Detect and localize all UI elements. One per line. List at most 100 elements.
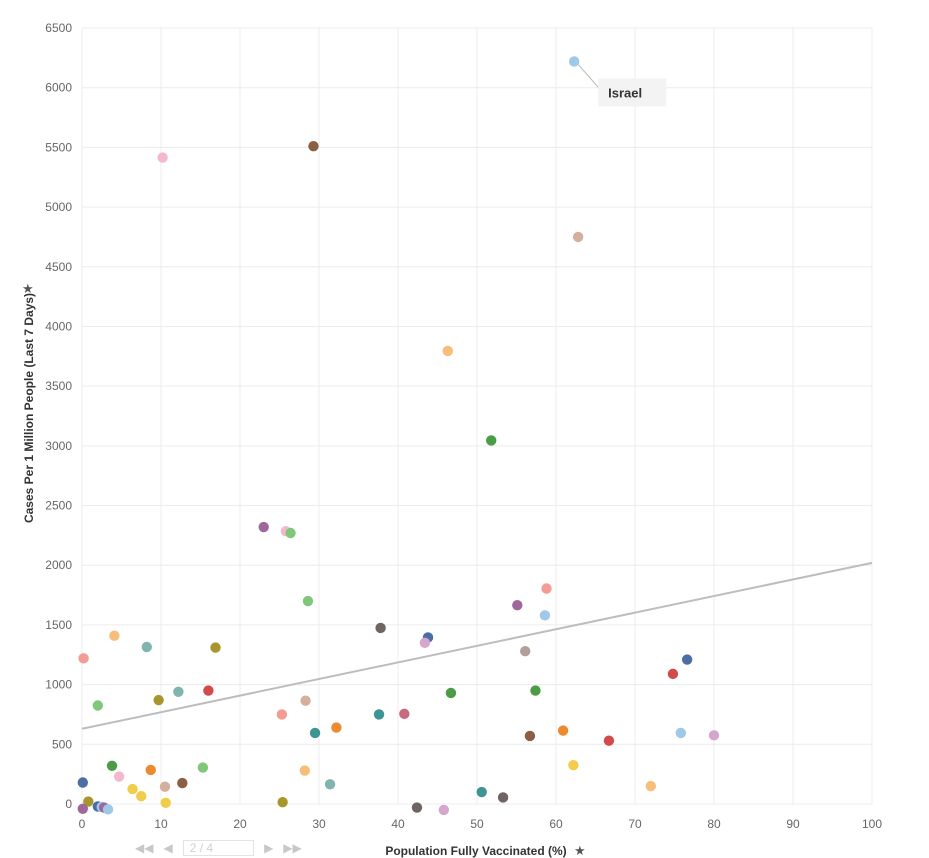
- data-point[interactable]: [568, 760, 579, 771]
- y-axis-title: Cases Per 1 Million People (Last 7 Days): [22, 293, 36, 523]
- data-point[interactable]: [159, 781, 171, 792]
- data-point[interactable]: [572, 231, 584, 243]
- next-page-icon[interactable]: ▶: [264, 841, 274, 855]
- data-point[interactable]: [419, 637, 431, 649]
- y-tick-label: 500: [52, 737, 72, 751]
- data-point[interactable]: [299, 765, 310, 776]
- annotation-box: [598, 78, 667, 107]
- data-point[interactable]: [160, 797, 171, 809]
- x-tick-label: 40: [391, 817, 405, 831]
- x-tick-label: 0: [79, 817, 86, 831]
- data-point[interactable]: [530, 685, 541, 696]
- data-point[interactable]: [324, 779, 336, 790]
- data-point[interactable]: [309, 727, 321, 739]
- data-point[interactable]: [708, 730, 720, 741]
- data-point[interactable]: [603, 735, 615, 746]
- data-point[interactable]: [675, 727, 687, 739]
- data-point[interactable]: [681, 654, 693, 665]
- x-tick-label: 20: [233, 817, 247, 831]
- data-point[interactable]: [476, 786, 487, 798]
- data-point[interactable]: [106, 760, 118, 771]
- data-point[interactable]: [285, 527, 296, 539]
- data-point[interactable]: [77, 803, 88, 814]
- x-tick-label: 10: [154, 817, 168, 831]
- prev-page-icon[interactable]: ◀: [163, 841, 173, 855]
- x-tick-label: 50: [470, 817, 484, 831]
- data-point[interactable]: [173, 686, 184, 697]
- page-indicator[interactable]: 2 / 4: [182, 840, 255, 856]
- y-tick-label: 1500: [45, 618, 72, 632]
- y-tick-label: 5000: [45, 200, 72, 214]
- data-point[interactable]: [127, 783, 138, 795]
- data-point[interactable]: [109, 630, 120, 641]
- data-point[interactable]: [667, 668, 679, 680]
- x-axis-title: Population Fully Vaccinated (%): [385, 844, 566, 858]
- data-point[interactable]: [203, 685, 214, 696]
- data-point[interactable]: [258, 521, 269, 533]
- data-point[interactable]: [153, 694, 164, 706]
- data-point[interactable]: [113, 771, 125, 782]
- data-point[interactable]: [302, 595, 314, 607]
- data-point[interactable]: [141, 641, 152, 653]
- data-point[interactable]: [300, 695, 311, 706]
- trendline: [81, 561, 873, 730]
- y-tick-label: 6500: [45, 21, 72, 35]
- x-tick-label: 80: [707, 817, 721, 831]
- data-point[interactable]: [541, 583, 552, 594]
- data-point[interactable]: [411, 802, 423, 813]
- data-point[interactable]: [445, 687, 457, 699]
- data-point[interactable]: [145, 764, 156, 776]
- x-tick-label: 100: [862, 817, 882, 831]
- y-tick-label: 4000: [45, 319, 72, 333]
- data-point[interactable]: [157, 152, 168, 163]
- data-point[interactable]: [177, 777, 188, 789]
- data-point[interactable]: [102, 804, 114, 815]
- y-tick-label: 5500: [45, 140, 72, 154]
- x-tick-label: 30: [312, 817, 326, 831]
- x-axis-pin-icon[interactable]: ★: [574, 843, 586, 858]
- data-point[interactable]: [497, 792, 509, 803]
- data-point[interactable]: [519, 645, 531, 657]
- y-axis-pin-icon[interactable]: ★: [22, 281, 34, 296]
- data-point[interactable]: [277, 797, 288, 808]
- data-point[interactable]: [331, 722, 342, 733]
- y-tick-label: 6000: [45, 81, 72, 95]
- data-point[interactable]: [568, 56, 580, 67]
- annotation-label: Israel: [608, 85, 642, 100]
- data-point[interactable]: [442, 345, 453, 357]
- data-point[interactable]: [92, 700, 104, 711]
- data-point[interactable]: [136, 791, 147, 802]
- data-point[interactable]: [486, 435, 497, 446]
- y-tick-label: 2500: [45, 499, 72, 513]
- page-controls: ◀◀ ◀ 2 / 4 ▶ ▶▶: [135, 838, 735, 858]
- data-point[interactable]: [83, 796, 94, 807]
- y-tick-label: 3000: [45, 439, 72, 453]
- grid-layer: [81, 27, 873, 805]
- last-page-icon[interactable]: ▶▶: [283, 841, 302, 855]
- data-point[interactable]: [645, 780, 656, 792]
- first-page-icon[interactable]: ◀◀: [135, 841, 154, 855]
- annotation-leader-line: [577, 64, 601, 90]
- data-point[interactable]: [539, 610, 551, 621]
- trendline-layer: [81, 561, 873, 730]
- x-tick-label: 60: [549, 817, 563, 831]
- data-point[interactable]: [438, 804, 450, 816]
- data-point[interactable]: [78, 653, 89, 664]
- data-point[interactable]: [375, 622, 386, 634]
- data-point[interactable]: [557, 725, 569, 736]
- x-tick-label: 90: [786, 817, 800, 831]
- data-point[interactable]: [512, 600, 523, 611]
- data-point[interactable]: [308, 140, 319, 152]
- data-point[interactable]: [197, 762, 209, 773]
- data-point[interactable]: [399, 708, 410, 720]
- tick-layer: 0500100015002000250030003500400045005000…: [45, 21, 882, 831]
- y-tick-label: 1000: [45, 678, 72, 692]
- data-point[interactable]: [524, 730, 536, 742]
- data-point[interactable]: [210, 642, 221, 653]
- data-point[interactable]: [373, 709, 385, 720]
- y-tick-label: 2000: [45, 558, 72, 572]
- data-point[interactable]: [77, 777, 88, 788]
- data-point[interactable]: [276, 709, 288, 720]
